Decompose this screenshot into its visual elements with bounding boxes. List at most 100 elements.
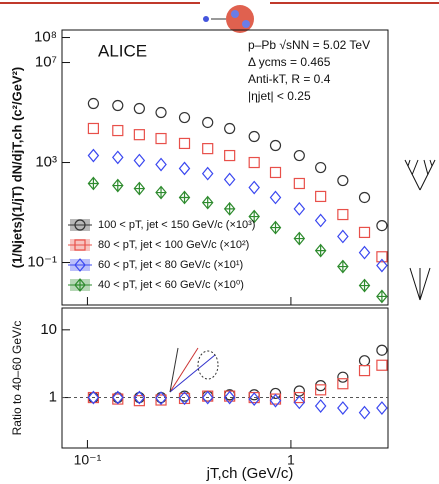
- marker: [376, 251, 388, 263]
- marker: [133, 129, 145, 141]
- legend-marker: [74, 258, 86, 272]
- jet-tree-icon: [404, 159, 436, 301]
- plot-frame-bottom: [61, 307, 389, 449]
- marker: [337, 174, 349, 187]
- marker: [293, 177, 305, 190]
- marker: [223, 172, 236, 187]
- marker: [315, 190, 327, 203]
- marker: [376, 258, 388, 273]
- marker: [87, 390, 100, 405]
- legend-marker: [74, 239, 86, 251]
- marker: [224, 149, 236, 162]
- marker: [201, 195, 214, 210]
- marker: [269, 190, 282, 205]
- marker: [178, 111, 191, 124]
- marker: [87, 176, 100, 191]
- marker: [337, 259, 349, 274]
- x-tick-label: 10⁻¹: [74, 452, 102, 468]
- marker: [248, 209, 260, 224]
- marker: [315, 380, 327, 392]
- marker: [178, 190, 191, 205]
- marker: [178, 392, 191, 405]
- annotation: |ηjet| < 0.25: [248, 89, 311, 103]
- marker: [178, 137, 191, 150]
- marker: [87, 122, 100, 135]
- logo-nucleon: [231, 10, 239, 18]
- y-axis-label: (1/Njets)(1/jT) dN/djT,ch (c²/GeV²): [9, 67, 24, 269]
- y-tick-label: 10: [40, 321, 57, 338]
- marker: [133, 181, 146, 196]
- marker: [223, 201, 236, 216]
- marker: [358, 191, 371, 204]
- logo-nucleon: [242, 20, 250, 28]
- marker: [223, 390, 236, 405]
- legend-marker: [74, 219, 86, 231]
- legend-label: 60 < pT, jet < 80 GeV/c (×10¹): [98, 259, 243, 271]
- marker: [112, 150, 124, 165]
- marker: [87, 97, 100, 110]
- marker: [358, 278, 371, 293]
- legend-label: 80 < pT, jet < 100 GeV/c (×10²): [98, 239, 249, 251]
- legend-label: 40 < pT, jet < 60 GeV/c (×10⁰): [98, 279, 244, 291]
- marker: [155, 106, 167, 119]
- marker: [315, 161, 327, 174]
- marker: [376, 344, 388, 356]
- marker: [337, 371, 349, 383]
- marker: [248, 156, 260, 169]
- marker: [358, 245, 371, 260]
- marker: [155, 157, 167, 172]
- marker: [358, 405, 371, 420]
- marker: [178, 161, 191, 176]
- marker: [87, 148, 100, 163]
- marker: [112, 178, 124, 193]
- marker: [337, 378, 349, 390]
- marker: [314, 243, 327, 258]
- marker: [112, 99, 124, 112]
- marker: [133, 153, 146, 168]
- marker: [155, 391, 167, 406]
- y-tick-label: 10⁸: [34, 28, 57, 45]
- marker: [358, 355, 371, 367]
- marker: [337, 208, 349, 221]
- marker: [269, 166, 282, 179]
- marker: [248, 180, 260, 195]
- marker: [178, 391, 191, 406]
- marker: [155, 185, 167, 200]
- legend-marker: [74, 278, 86, 292]
- marker: [224, 122, 236, 135]
- logo-proton: [203, 16, 209, 22]
- x-tick-label: 1: [287, 452, 295, 468]
- marker: [293, 231, 306, 246]
- marker: [293, 201, 306, 216]
- marker: [248, 392, 260, 407]
- y-tick-label: 10⁷: [35, 53, 57, 70]
- marker: [248, 389, 260, 401]
- legend-label: 100 < pT, jet < 150 GeV/c (×10³): [98, 219, 255, 231]
- marker: [293, 395, 306, 410]
- marker: [269, 393, 282, 408]
- marker: [201, 166, 214, 181]
- annotation: Δ ycms = 0.465: [248, 55, 331, 69]
- y-tick-label: 1: [49, 389, 57, 406]
- x-axis-label: jT,ch (GeV/c): [206, 465, 294, 482]
- marker: [269, 387, 282, 400]
- marker: [155, 132, 167, 145]
- marker: [337, 401, 349, 415]
- marker: [133, 102, 145, 115]
- marker: [269, 139, 282, 152]
- marker: [358, 365, 371, 377]
- plot-frame-top: [61, 29, 389, 306]
- marker: [376, 359, 388, 371]
- marker: [202, 116, 214, 129]
- marker: [202, 143, 214, 155]
- logo-nucleus: [226, 5, 254, 33]
- marker: [376, 219, 388, 232]
- marker: [133, 390, 146, 405]
- marker: [201, 390, 214, 405]
- kinematics-sketch: [169, 347, 219, 393]
- marker: [112, 124, 124, 137]
- marker: [314, 399, 327, 413]
- marker: [337, 229, 349, 244]
- marker: [314, 213, 327, 228]
